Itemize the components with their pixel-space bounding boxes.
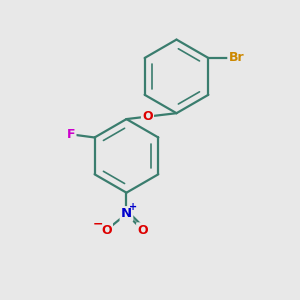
- Text: F: F: [67, 128, 75, 141]
- Text: −: −: [93, 217, 104, 230]
- Text: +: +: [129, 202, 137, 212]
- Text: Br: Br: [229, 52, 244, 64]
- Text: O: O: [142, 110, 153, 123]
- Text: O: O: [101, 224, 112, 237]
- Text: O: O: [137, 224, 148, 237]
- Text: N: N: [121, 207, 132, 220]
